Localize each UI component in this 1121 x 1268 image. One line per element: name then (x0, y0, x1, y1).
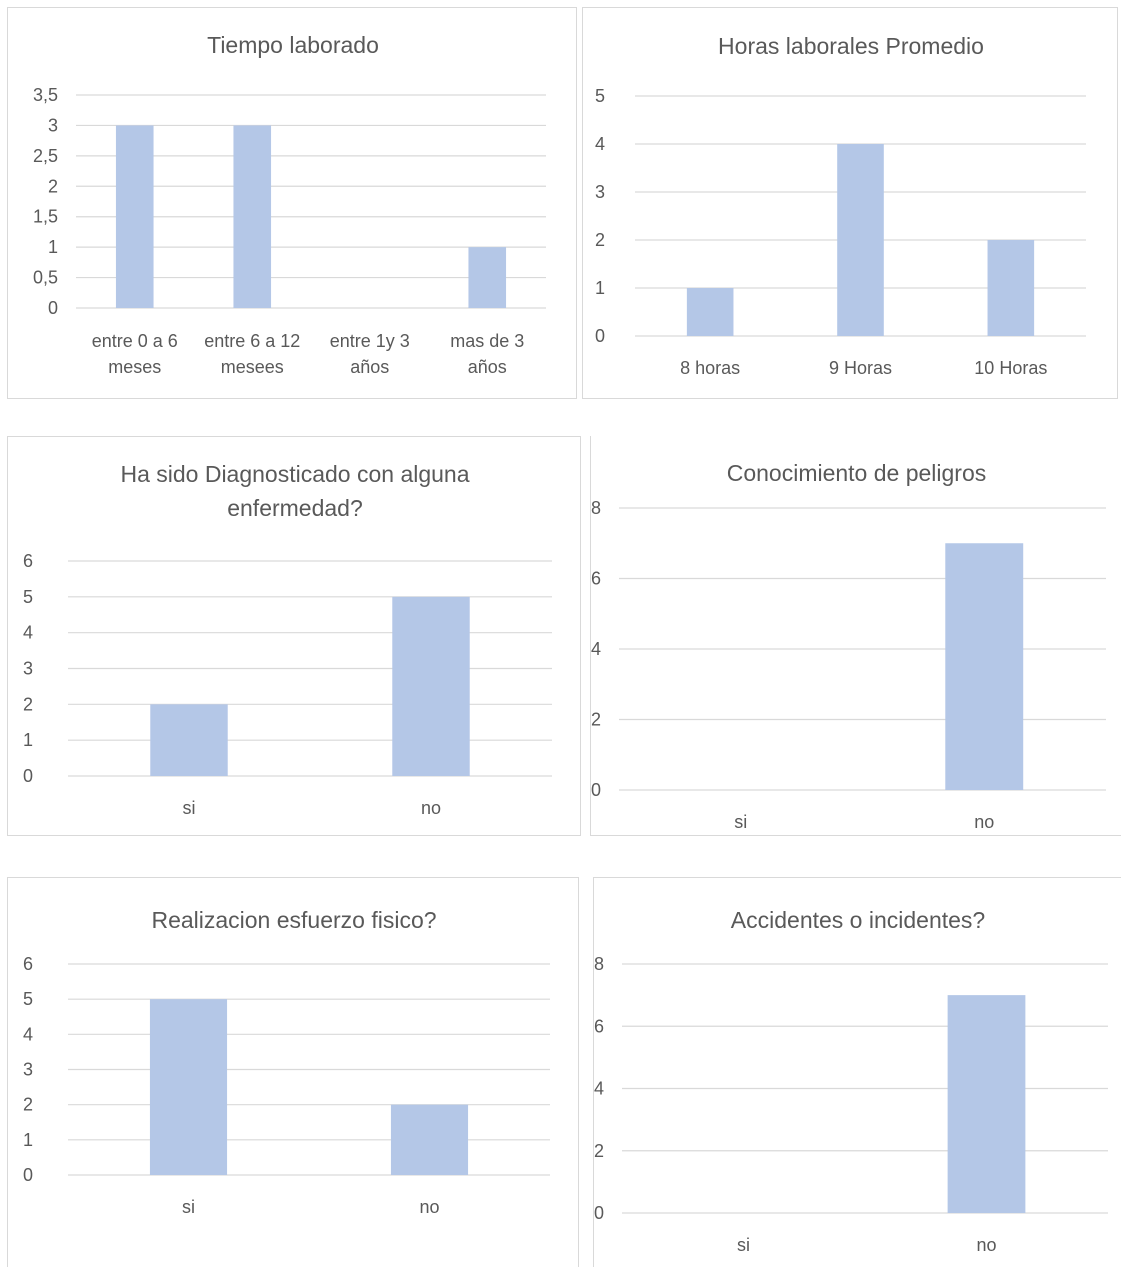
x-category-label: años (350, 357, 389, 377)
x-category-label: entre 1y 3 (330, 331, 410, 351)
x-category-label: no (421, 798, 441, 818)
chart-title: Ha sido Diagnosticado con alguna (120, 461, 469, 487)
x-category-label: mesees (221, 357, 284, 377)
x-category-label: si (734, 812, 747, 832)
bar-entre-6-a-12-mesees (233, 125, 272, 308)
y-tick-label: 1,5 (33, 207, 58, 227)
y-tick-label: 3 (48, 115, 58, 135)
x-category-label: no (976, 1235, 996, 1255)
y-tick-label: 0 (23, 766, 33, 786)
y-tick-label: 2 (591, 710, 601, 730)
y-tick-label: 8 (594, 954, 604, 974)
y-tick-label: 4 (595, 134, 605, 154)
bar-no (947, 995, 1026, 1213)
y-tick-label: 5 (595, 86, 605, 106)
x-category-label: 10 Horas (974, 358, 1047, 378)
chart-tiempo-laborado: Tiempo laborado 0 0,5 1 1,5 2 2,5 3 3,5 entre 0 a… (33, 32, 546, 377)
bar-si (150, 704, 228, 776)
y-tick-label: 2,5 (33, 146, 58, 166)
chart-panel-esfuerzo-fisico: Realizacion esfuerzo fisico? 0 1 2 3 4 5 6 si no (7, 877, 579, 1267)
x-category-label: si (737, 1235, 750, 1255)
chart-title: Horas laborales Promedio (718, 33, 984, 59)
bar-no (392, 596, 470, 776)
y-tick-label: 4 (594, 1079, 604, 1099)
y-tick-label: 0 (594, 1203, 604, 1223)
x-category-label: no (974, 812, 994, 832)
bar-mas-de-3-anos (468, 247, 507, 308)
y-tick-label: 6 (23, 954, 33, 974)
chart-title: Conocimiento de peligros (727, 460, 987, 486)
y-tick-label: 6 (591, 569, 601, 589)
bar-10-horas (987, 240, 1035, 336)
y-tick-label: 6 (594, 1016, 604, 1036)
y-tick-label: 2 (23, 694, 33, 714)
x-category-label: años (468, 357, 507, 377)
chart-panel-accidentes: Accidentes o incidentes? 0 2 4 6 8 si no (593, 877, 1121, 1267)
chart-accidentes: Accidentes o incidentes? 0 2 4 6 8 si no (594, 907, 1108, 1255)
y-tick-label: 2 (595, 230, 605, 250)
chart-title: enfermedad? (227, 495, 363, 521)
x-category-label: 8 horas (680, 358, 740, 378)
y-tick-label: 5 (23, 587, 33, 607)
x-category-label: entre 0 a 6 (92, 331, 178, 351)
y-tick-label: 0 (48, 298, 58, 318)
bar-no (945, 543, 1024, 790)
chart-title: Tiempo laborado (207, 32, 379, 58)
x-category-label: si (183, 798, 196, 818)
y-tick-label: 2 (48, 176, 58, 196)
bar-si (149, 999, 228, 1175)
y-tick-label: 4 (23, 623, 33, 643)
y-tick-label: 0,5 (33, 268, 58, 288)
bar-9-horas (837, 144, 884, 336)
x-category-label: mas de 3 (450, 331, 524, 351)
chart-panel-diagnosticado: Ha sido Diagnosticado con alguna enfermed… (7, 436, 581, 836)
y-tick-label: 1 (23, 730, 33, 750)
y-tick-label: 3 (23, 659, 33, 679)
y-tick-label: 0 (591, 780, 601, 800)
y-tick-label: 8 (591, 498, 601, 518)
y-tick-label: 4 (591, 639, 601, 659)
y-tick-label: 2 (594, 1141, 604, 1161)
chart-panel-horas-laborales: Horas laborales Promedio 0 1 2 3 4 5 8 horas 9 H… (582, 7, 1118, 399)
y-tick-label: 0 (595, 326, 605, 346)
x-category-label: entre 6 a 12 (204, 331, 300, 351)
y-tick-label: 1 (595, 278, 605, 298)
chart-esfuerzo-fisico: Realizacion esfuerzo fisico? 0 1 2 3 4 5 6 si no (23, 907, 550, 1217)
chart-title: Realizacion esfuerzo fisico? (151, 907, 436, 933)
chart-panel-tiempo-laborado: Tiempo laborado 0 0,5 1 1,5 2 2,5 3 3,5 entre 0 a… (7, 7, 577, 399)
y-tick-label: 0 (23, 1165, 33, 1185)
y-tick-label: 6 (23, 551, 33, 571)
y-tick-label: 3 (23, 1060, 33, 1080)
y-tick-label: 1 (48, 237, 58, 257)
chart-title: Accidentes o incidentes? (731, 907, 985, 933)
bar-no (390, 1104, 469, 1175)
y-tick-label: 1 (23, 1130, 33, 1150)
x-category-label: si (182, 1197, 195, 1217)
chart-diagnosticado: Ha sido Diagnosticado con alguna enfermed… (23, 461, 552, 818)
bar-8-horas (686, 288, 734, 336)
chart-panel-conocimiento-peligros: Conocimiento de peligros 0 2 4 6 8 si no (590, 436, 1121, 836)
y-tick-label: 3,5 (33, 85, 58, 105)
chart-conocimiento-peligros: Conocimiento de peligros 0 2 4 6 8 si no (591, 460, 1106, 832)
x-category-label: meses (108, 357, 161, 377)
y-tick-label: 2 (23, 1095, 33, 1115)
chart-horas-laborales: Horas laborales Promedio 0 1 2 3 4 5 8 horas 9 H… (595, 33, 1086, 378)
y-tick-label: 3 (595, 182, 605, 202)
y-tick-label: 5 (23, 989, 33, 1009)
x-category-label: 9 Horas (829, 358, 892, 378)
y-tick-label: 4 (23, 1024, 33, 1044)
x-category-label: no (419, 1197, 439, 1217)
bar-entre-0-a-6-meses (115, 125, 154, 308)
